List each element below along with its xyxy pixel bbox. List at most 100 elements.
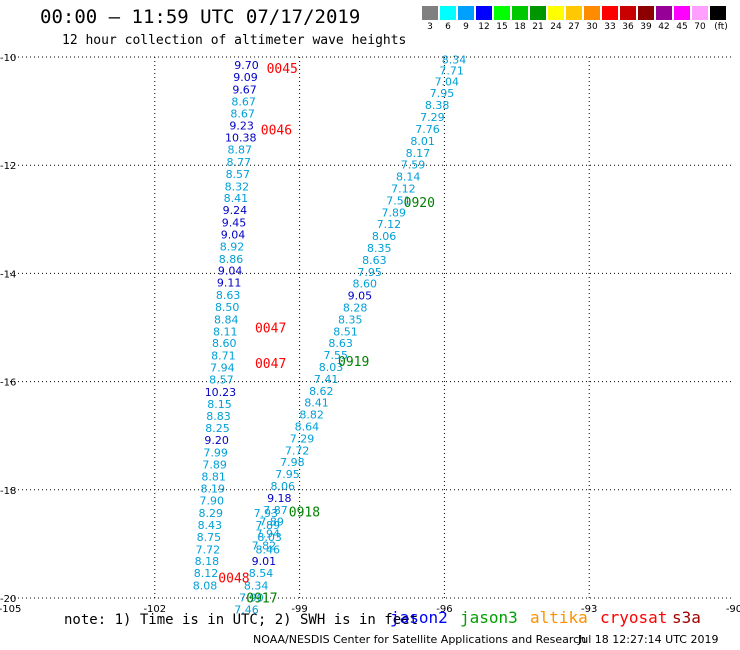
wave-height-value: 8.25: [205, 422, 230, 435]
wave-height-value: 8.82: [299, 409, 324, 422]
wave-height-value: 8.87: [227, 144, 252, 157]
x-tick-label: -96: [436, 604, 452, 615]
wave-height-value: 7.89: [255, 519, 280, 532]
wave-height-value: 8.75: [197, 531, 222, 544]
legend-item-s3a: s3a: [672, 608, 701, 627]
wave-height-value: 8.63: [362, 254, 387, 267]
color-swatch-label: 18: [514, 22, 526, 32]
color-swatch-label: 3: [427, 22, 433, 32]
wave-height-value: 7.94: [210, 362, 235, 375]
wave-height-value: 9.04: [218, 265, 243, 278]
wave-height-value: 8.81: [201, 470, 226, 483]
color-swatch: [530, 6, 546, 20]
color-swatch-label: 12: [478, 22, 490, 32]
wave-height-value: 8.83: [206, 410, 231, 423]
color-swatch: [548, 6, 564, 20]
wave-height-value: 8.12: [194, 567, 219, 580]
legend-item-cryosat: cryosat: [600, 608, 668, 627]
wave-height-value: 8.50: [215, 301, 240, 314]
color-swatch-label: 33: [604, 22, 616, 32]
wave-height-value: 8.62: [309, 385, 334, 398]
wave-height-value: 7.90: [239, 591, 264, 604]
wave-height-value: 8.38: [425, 99, 450, 112]
wave-height-value: 9.11: [217, 277, 242, 290]
wave-height-value: 8.06: [372, 230, 397, 243]
wave-height-value: 7.99: [203, 446, 228, 459]
wave-height-value: 8.64: [295, 421, 320, 434]
wave-height-value: 8.60: [212, 337, 237, 350]
color-swatch: [584, 6, 600, 20]
color-swatch: [692, 6, 708, 20]
wave-height-value: 9.20: [204, 434, 229, 447]
color-swatch: [566, 6, 582, 20]
wave-height-value: 7.12: [391, 182, 416, 195]
wave-height-value: 7.76: [415, 123, 440, 136]
x-tick-label: -105: [0, 604, 21, 615]
wave-height-value: 8.28: [343, 301, 368, 314]
color-swatch: [440, 6, 456, 20]
wave-height-value: 9.18: [267, 492, 292, 505]
x-tick-label: -102: [143, 604, 166, 615]
wave-height-value: 8.71: [211, 350, 236, 363]
wave-height-value: 8.29: [199, 507, 224, 520]
chart-subtitle: 12 hour collection of altimeter wave hei…: [62, 33, 407, 48]
pass-time-label: 0045: [267, 62, 298, 77]
wave-height-value: 7.90: [200, 495, 225, 508]
color-swatch: [512, 6, 528, 20]
wave-height-value: 10.23: [205, 386, 237, 399]
units-note: note: 1) Time is in UTC; 2) SWH is in fe…: [64, 612, 419, 628]
wave-height-value: 8.54: [249, 567, 274, 580]
wave-height-value: 7.94: [255, 528, 280, 541]
wave-height-value: 8.18: [195, 555, 220, 568]
color-swatch: [458, 6, 474, 20]
color-swatch-label: 42: [658, 22, 670, 32]
pass-time-label: 0047: [255, 322, 286, 337]
wave-height-value: 7.12: [377, 218, 402, 231]
legend-item-jason2: jason2: [390, 608, 448, 627]
wave-height-value: 9.04: [221, 228, 246, 241]
wave-height-value: 9.23: [229, 120, 254, 133]
x-tick-label: -99: [291, 604, 307, 615]
color-swatch: [674, 6, 690, 20]
wave-height-value: 9.45: [222, 217, 247, 230]
wave-height-value: 7.46: [234, 603, 259, 616]
wave-height-value: 8.92: [220, 240, 245, 253]
color-swatch: [476, 6, 492, 20]
color-swatch-label: 27: [568, 22, 580, 32]
wave-height-value: 7.59: [401, 159, 426, 172]
wave-height-value: 9.70: [234, 59, 259, 72]
wave-height-value: 7.51: [386, 194, 411, 207]
wave-height-value: 7.41: [314, 373, 339, 386]
wave-height-value: 8.08: [193, 580, 218, 593]
wave-height-value: 8.35: [367, 242, 392, 255]
y-tick-label: -12: [0, 161, 16, 172]
wave-height-value: 7.89: [381, 206, 406, 219]
wave-height-value: 8.43: [198, 519, 223, 532]
wave-height-value: 8.41: [304, 397, 329, 410]
wave-height-value: 9.67: [232, 83, 257, 96]
wave-height-value: 9.24: [223, 204, 248, 217]
y-tick-label: -14: [0, 269, 16, 280]
wave-height-value: 7.95: [430, 87, 455, 100]
pass-time-label: 0048: [218, 571, 249, 586]
wave-height-value: 7.72: [196, 543, 221, 556]
credit-footer: NOAA/NESDIS Center for Satellite Applica…: [253, 633, 587, 646]
x-tick-label: -93: [581, 604, 597, 615]
y-tick-label: -20: [0, 594, 16, 605]
color-swatch-label: 15: [496, 22, 508, 32]
wave-height-value: 7.29: [290, 432, 315, 445]
color-swatch-label: 36: [622, 22, 634, 32]
wave-height-value: 10.38: [225, 132, 257, 145]
wave-height-value: 8.35: [338, 313, 363, 326]
y-tick-label: -10: [0, 53, 16, 64]
wave-height-value: 8.03: [319, 361, 344, 374]
color-swatch: [638, 6, 654, 20]
pass-time-label: 0047: [255, 357, 286, 372]
wave-height-value: 7.89: [259, 516, 284, 529]
wave-height-value: 7.95: [275, 468, 300, 481]
legend-item-altika: altika: [530, 608, 588, 627]
wave-height-value: 8.67: [231, 95, 256, 108]
wave-height-value: 7.71: [439, 65, 464, 78]
color-swatch: [602, 6, 618, 20]
